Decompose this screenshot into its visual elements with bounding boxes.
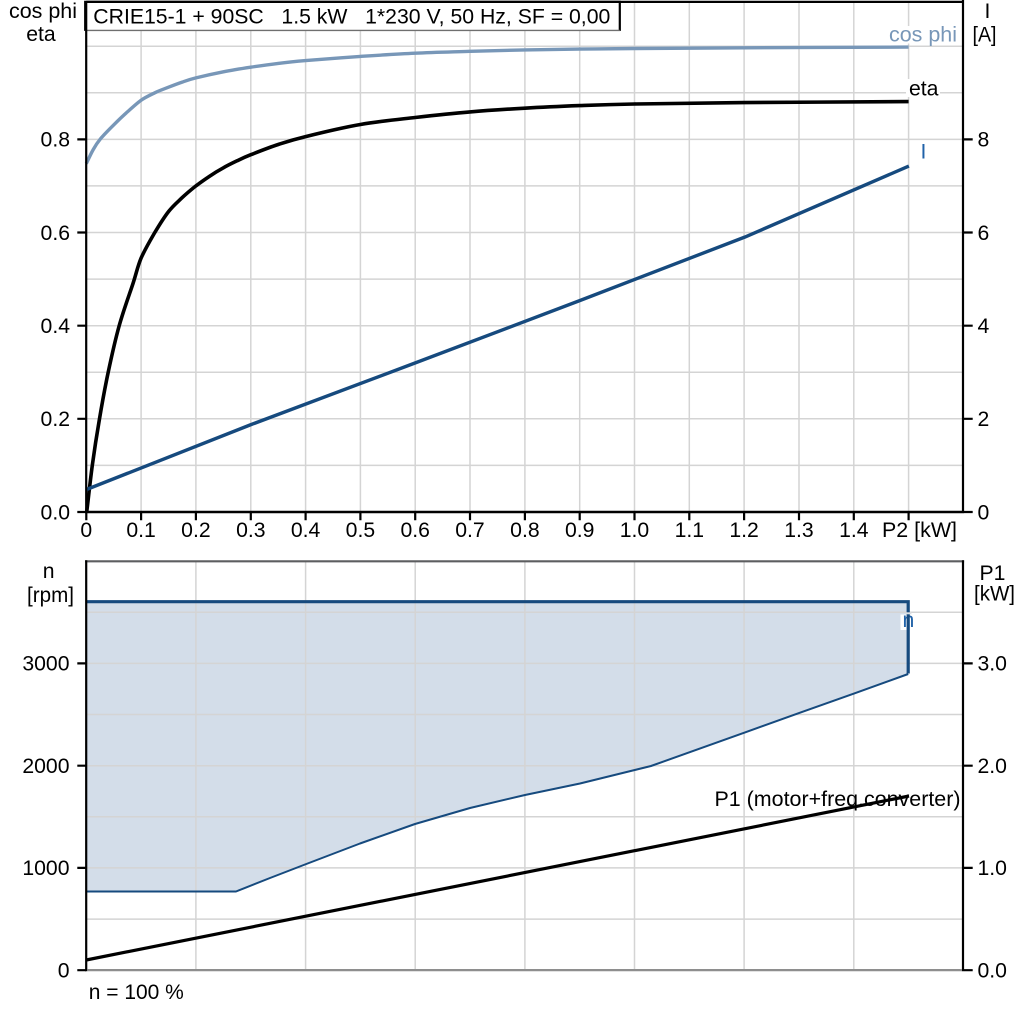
svg-text:8: 8	[978, 129, 990, 152]
svg-text:n: n	[43, 560, 55, 583]
svg-text:1.0: 1.0	[620, 519, 649, 542]
svg-text:eta: eta	[909, 78, 939, 101]
svg-text:0.1: 0.1	[126, 519, 155, 542]
svg-text:I: I	[985, 0, 991, 23]
svg-text:0.3: 0.3	[236, 519, 265, 542]
svg-text:0.0: 0.0	[41, 501, 70, 524]
svg-text:0.9: 0.9	[565, 519, 594, 542]
svg-text:0.6: 0.6	[400, 519, 429, 542]
svg-text:0: 0	[58, 960, 70, 983]
svg-text:0.0: 0.0	[978, 960, 1007, 983]
svg-text:cos phi: cos phi	[9, 0, 77, 23]
svg-text:4: 4	[978, 315, 990, 338]
svg-text:eta: eta	[26, 23, 56, 46]
svg-text:3000: 3000	[22, 653, 69, 676]
svg-text:0.8: 0.8	[41, 129, 70, 152]
svg-text:1.0: 1.0	[978, 857, 1007, 880]
svg-text:1.2: 1.2	[729, 519, 758, 542]
svg-text:0.5: 0.5	[346, 519, 375, 542]
svg-text:0: 0	[978, 501, 990, 524]
svg-text:cos phi: cos phi	[889, 23, 957, 46]
svg-text:2: 2	[978, 408, 990, 431]
svg-text:CRIE15-1 + 90SC 1.5 kW 1*2: CRIE15-1 + 90SC 1.5 kW 1*230 V, 50 Hz, S…	[93, 5, 610, 28]
svg-text:6: 6	[978, 222, 990, 245]
svg-text:1.4: 1.4	[839, 519, 869, 542]
svg-text:3.0: 3.0	[978, 653, 1007, 676]
svg-text:[kW]: [kW]	[974, 583, 1015, 606]
svg-text:0.2: 0.2	[181, 519, 210, 542]
svg-text:0: 0	[80, 519, 92, 542]
svg-text:[A]: [A]	[973, 24, 997, 47]
svg-text:0.4: 0.4	[291, 519, 321, 542]
svg-text:P1 (motor+freq.converter): P1 (motor+freq.converter)	[715, 788, 961, 811]
svg-text:1.3: 1.3	[784, 519, 813, 542]
svg-text:1000: 1000	[22, 857, 69, 880]
svg-text:1.1: 1.1	[675, 519, 704, 542]
svg-text:0.8: 0.8	[510, 519, 539, 542]
svg-text:0.4: 0.4	[41, 315, 71, 338]
svg-text:0.6: 0.6	[41, 222, 70, 245]
svg-text:P2 [kW]: P2 [kW]	[882, 519, 957, 542]
svg-text:2.0: 2.0	[978, 755, 1007, 778]
svg-text:P1: P1	[980, 562, 1006, 585]
svg-text:I: I	[921, 141, 927, 164]
svg-text:0.7: 0.7	[455, 519, 484, 542]
svg-text:[rpm]: [rpm]	[27, 584, 74, 607]
svg-text:0.2: 0.2	[41, 408, 70, 431]
svg-text:2000: 2000	[22, 755, 69, 778]
svg-text:n = 100 %: n = 100 %	[89, 981, 184, 1004]
